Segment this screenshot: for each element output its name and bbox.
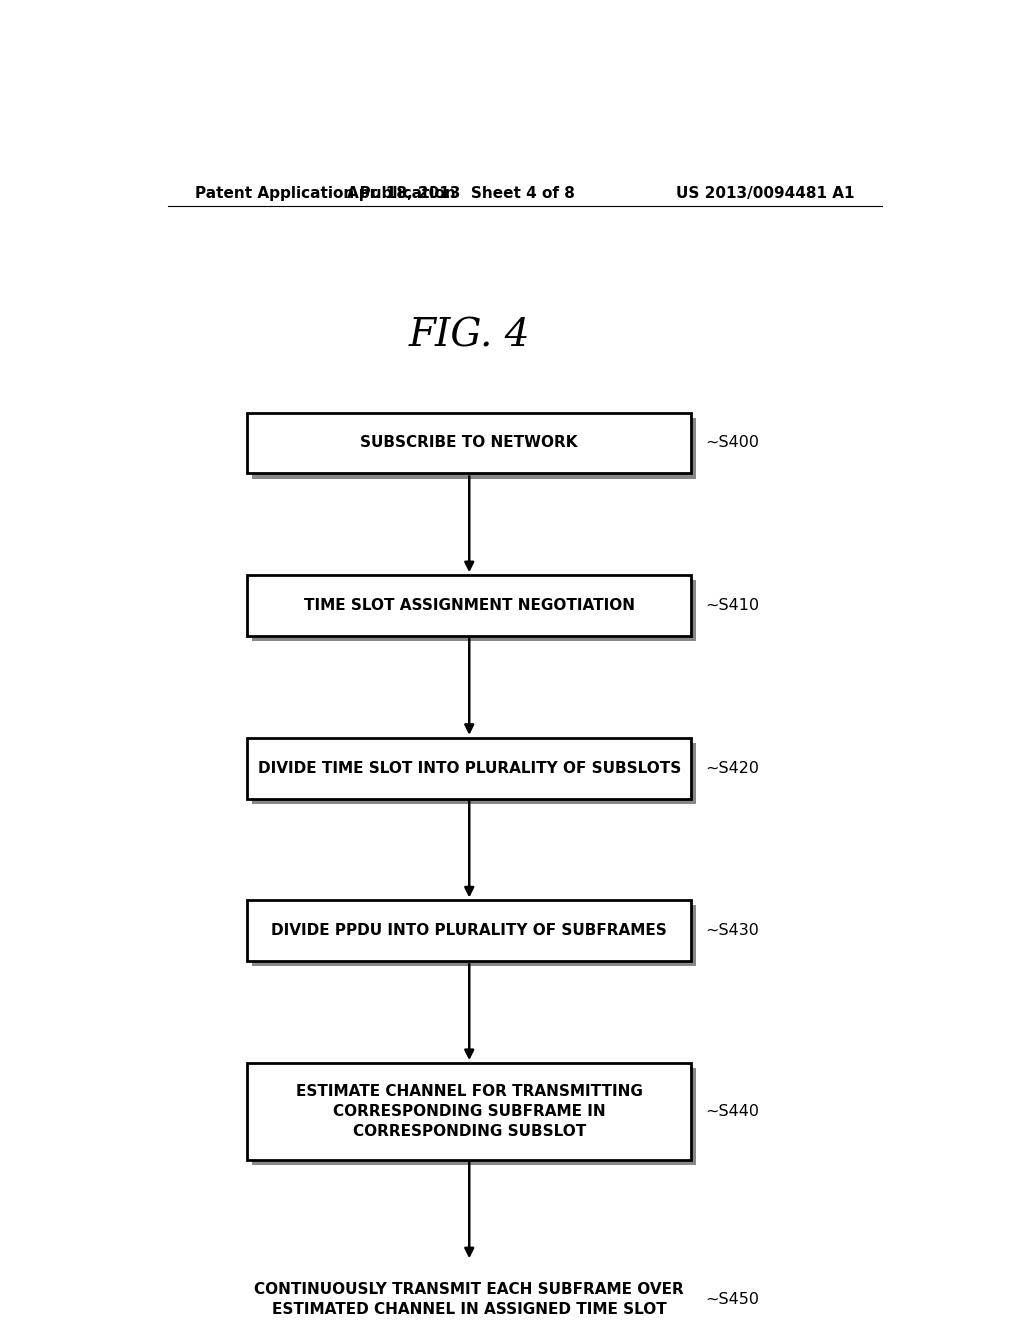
- Bar: [247, 900, 691, 961]
- Text: ~S440: ~S440: [706, 1104, 760, 1119]
- Text: ~S410: ~S410: [706, 598, 760, 612]
- Bar: [247, 413, 691, 474]
- Bar: [252, 581, 696, 642]
- Text: Apr. 18, 2013  Sheet 4 of 8: Apr. 18, 2013 Sheet 4 of 8: [347, 186, 575, 202]
- Bar: [252, 743, 696, 804]
- Bar: [252, 1266, 696, 1320]
- Bar: [247, 738, 691, 799]
- Text: ~S430: ~S430: [706, 924, 760, 939]
- Bar: [252, 906, 696, 966]
- Text: ~S420: ~S420: [706, 760, 760, 776]
- Bar: [247, 1063, 691, 1159]
- Text: Patent Application Publication: Patent Application Publication: [196, 186, 457, 202]
- Text: SUBSCRIBE TO NETWORK: SUBSCRIBE TO NETWORK: [360, 436, 578, 450]
- Text: ~S400: ~S400: [706, 436, 760, 450]
- Bar: [247, 1261, 691, 1320]
- Text: DIVIDE PPDU INTO PLURALITY OF SUBFRAMES: DIVIDE PPDU INTO PLURALITY OF SUBFRAMES: [271, 924, 667, 939]
- Text: FIG. 4: FIG. 4: [409, 318, 530, 355]
- Text: TIME SLOT ASSIGNMENT NEGOTIATION: TIME SLOT ASSIGNMENT NEGOTIATION: [304, 598, 635, 612]
- Text: ESTIMATE CHANNEL FOR TRANSMITTING
CORRESPONDING SUBFRAME IN
CORRESPONDING SUBSLO: ESTIMATE CHANNEL FOR TRANSMITTING CORRES…: [296, 1084, 643, 1139]
- Text: US 2013/0094481 A1: US 2013/0094481 A1: [676, 186, 854, 202]
- Text: ~S450: ~S450: [706, 1292, 760, 1307]
- Bar: [252, 417, 696, 479]
- Bar: [252, 1068, 696, 1164]
- Text: DIVIDE TIME SLOT INTO PLURALITY OF SUBSLOTS: DIVIDE TIME SLOT INTO PLURALITY OF SUBSL…: [258, 760, 681, 776]
- Bar: [247, 576, 691, 636]
- Text: CONTINUOUSLY TRANSMIT EACH SUBFRAME OVER
ESTIMATED CHANNEL IN ASSIGNED TIME SLOT: CONTINUOUSLY TRANSMIT EACH SUBFRAME OVER…: [254, 1282, 684, 1317]
